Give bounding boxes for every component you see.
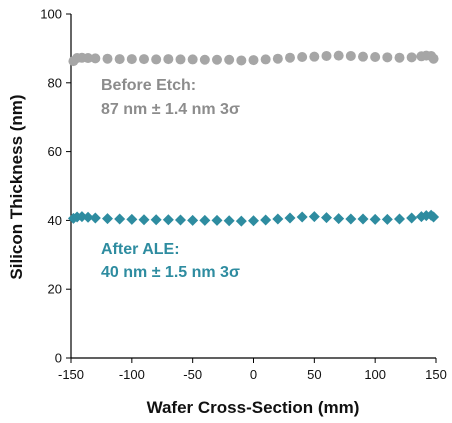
data-point [272,213,284,225]
data-point [236,55,247,66]
data-point [187,54,198,65]
data-point [223,215,235,227]
data-point [333,50,344,61]
y-axis-title: Silicon Thickness (nm) [7,94,26,279]
data-point [370,52,381,62]
x-tick-label: -50 [183,367,202,382]
data-point [394,213,405,225]
data-point [163,54,174,65]
x-tick-label: -150 [58,367,84,382]
data-point [114,54,125,65]
data-point [199,214,211,226]
x-tick-label: 50 [307,367,321,382]
data-point [162,214,174,226]
annotation-after-ale: After ALE: 40 nm ± 1.5 nm 3σ [101,241,240,281]
data-point [126,54,137,65]
data-point [394,52,405,63]
data-point [150,214,162,226]
axes [70,14,436,359]
x-tick-label: 150 [425,367,447,382]
annotation-before-etch: Before Etch: 87 nm ± 1.4 nm 3σ [101,77,240,118]
data-point [235,215,247,227]
data-point [212,54,222,65]
data-point [428,53,439,64]
data-point [151,54,162,65]
annotation-before-line2: 87 nm ± 1.4 nm 3σ [101,101,240,118]
data-point [406,212,418,224]
data-point [82,211,94,223]
data-point [260,214,272,226]
data-point [285,52,295,63]
data-point [321,50,332,61]
y-tick-label: 80 [48,75,62,90]
data-point [175,54,186,65]
data-point [126,213,138,225]
data-point [321,212,332,224]
x-tick-label: 100 [364,367,386,382]
data-point [175,214,186,226]
data-point [89,212,101,224]
data-point [272,53,283,64]
series-diamond-markers [67,209,440,227]
data-point [102,213,113,225]
data-point [381,213,393,225]
data-point [138,214,150,226]
data-point [139,54,149,65]
data-point [102,53,113,64]
data-point [114,213,126,225]
data-point [90,53,101,64]
annotation-before-line1: Before Etch: [101,77,196,94]
data-point [224,54,235,65]
data-point [211,214,223,226]
y-tick-label: 40 [48,213,62,228]
y-tick-label: 100 [40,7,62,22]
data-point [309,51,320,62]
data-point [297,52,308,62]
data-point [345,50,356,61]
data-point [187,214,199,226]
data-point [357,213,369,225]
data-point [308,211,320,223]
y-tick-label: 0 [55,351,62,366]
x-tick-label: -100 [119,367,145,382]
data-point [248,55,259,66]
y-tick-label: 20 [48,282,62,297]
data-point [406,52,417,63]
data-point [369,213,381,225]
series-circle-markers [68,50,439,67]
data-point [260,54,271,65]
data-point [382,52,393,63]
data-point [333,213,345,225]
data-point [248,215,259,227]
data-point [83,53,94,64]
y-tick-label: 60 [48,144,62,159]
x-tick-label: 0 [250,367,257,382]
data-point [199,54,210,65]
data-point [358,51,368,62]
data-point [284,212,296,224]
series-layer [67,50,440,227]
x-axis-title: Wafer Cross-Section (mm) [147,398,360,417]
ticks: 0 20 40 60 80 100 -150 -100 -50 0 50 100 150 [40,7,447,383]
data-point [296,211,308,223]
annotation-after-line2: 40 nm ± 1.5 nm 3σ [101,264,240,281]
data-point [428,211,440,223]
data-point [345,213,357,225]
annotation-after-line1: After ALE: [101,241,180,258]
